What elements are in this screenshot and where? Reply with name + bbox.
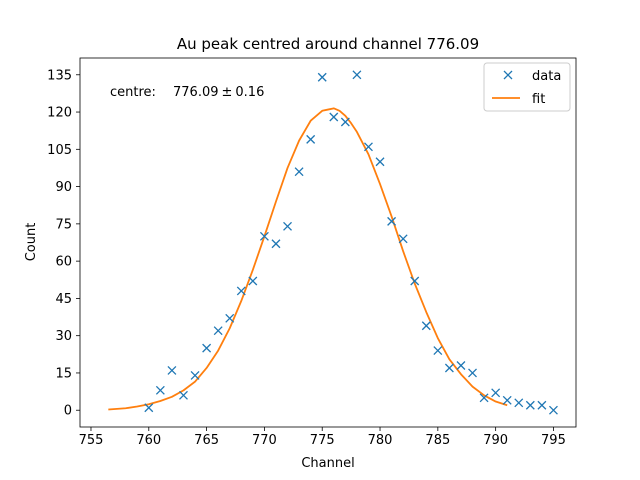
y-tick-label: 0 — [64, 404, 72, 419]
centre-annotation: centre: 776.09 ±0.16 — [110, 85, 264, 100]
legend-item-data: data — [503, 69, 561, 84]
data-point — [537, 400, 547, 410]
data-point — [364, 142, 373, 152]
data-point — [248, 276, 258, 286]
data-point — [340, 117, 350, 127]
data-point — [491, 388, 501, 398]
legend-label-fit: fit — [532, 92, 545, 107]
plot-background — [80, 58, 576, 427]
data-point — [514, 398, 524, 408]
legend-label-data: data — [532, 69, 561, 84]
x-tick-label: 755 — [79, 433, 104, 448]
y-tick-label: 105 — [47, 143, 72, 158]
y-axis-ticks: 0 15 30 45 60 75 90 105 120 135 — [47, 68, 80, 419]
plot-frame — [79, 57, 577, 428]
y-tick-label: 45 — [55, 292, 72, 307]
data-point — [456, 361, 466, 370]
data-point — [375, 157, 385, 167]
chart-title: Au peak centred around channel 776.09 — [177, 35, 479, 53]
x-tick-label: 795 — [541, 433, 566, 448]
centre-annotation-label: centre: — [110, 85, 156, 100]
x-tick-label: 790 — [483, 433, 508, 448]
x-tick-label: 785 — [425, 433, 450, 448]
data-point — [502, 395, 512, 405]
data-point — [329, 112, 339, 122]
y-tick-label: 30 — [55, 329, 72, 344]
x-axis-label: Channel — [301, 456, 354, 471]
legend-marker-data — [503, 70, 513, 80]
data-point — [306, 134, 316, 144]
data-point — [421, 321, 431, 331]
data-point — [317, 72, 327, 82]
x-tick-label: 780 — [368, 433, 393, 448]
data-point — [548, 405, 558, 415]
data-point — [444, 363, 454, 373]
data-point — [155, 385, 165, 395]
y-tick-label: 75 — [55, 217, 72, 232]
y-tick-label: 90 — [55, 180, 72, 195]
plot-area — [80, 58, 576, 427]
data-point — [179, 390, 188, 400]
data-point — [213, 326, 223, 336]
data-point — [387, 216, 397, 226]
x-tick-label: 775 — [310, 433, 335, 448]
y-tick-label: 60 — [55, 255, 72, 270]
data-point — [468, 368, 477, 378]
legend-item-fit: fit — [492, 92, 545, 107]
data-point — [236, 286, 246, 296]
data-point — [410, 276, 420, 286]
x-axis-ticks: 755 760 765 770 775 780 785 790 795 — [79, 427, 566, 448]
data-point — [167, 366, 177, 375]
data-point — [479, 393, 489, 403]
x-tick-label: 765 — [194, 433, 219, 448]
y-tick-label: 15 — [55, 366, 72, 381]
fit-line — [108, 107, 508, 411]
data-point — [433, 346, 443, 356]
data-point — [190, 370, 200, 380]
data-point — [271, 239, 281, 249]
data-point — [259, 231, 269, 241]
data-point — [202, 343, 212, 353]
centre-annotation-value: 776.09 ±0.16 — [173, 85, 264, 100]
data-markers-layer — [144, 70, 558, 415]
y-axis-label: Count — [24, 223, 39, 262]
data-point — [283, 221, 292, 231]
fit-line-layer — [108, 107, 508, 411]
data-point — [294, 167, 304, 177]
legend: data fit — [483, 62, 571, 112]
data-point — [352, 70, 362, 80]
data-point — [225, 313, 235, 323]
data-point — [525, 400, 535, 410]
y-tick-label: 135 — [47, 68, 72, 83]
x-tick-label: 760 — [136, 433, 161, 448]
y-tick-label: 120 — [47, 106, 72, 121]
legend-box — [483, 62, 571, 112]
x-tick-label: 770 — [252, 433, 277, 448]
data-point — [144, 403, 154, 413]
data-point — [398, 234, 408, 244]
